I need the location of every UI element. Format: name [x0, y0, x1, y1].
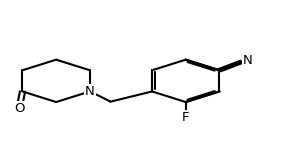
Text: N: N — [243, 54, 253, 67]
Text: F: F — [182, 111, 190, 124]
Text: O: O — [14, 102, 25, 115]
Text: N: N — [85, 85, 95, 98]
